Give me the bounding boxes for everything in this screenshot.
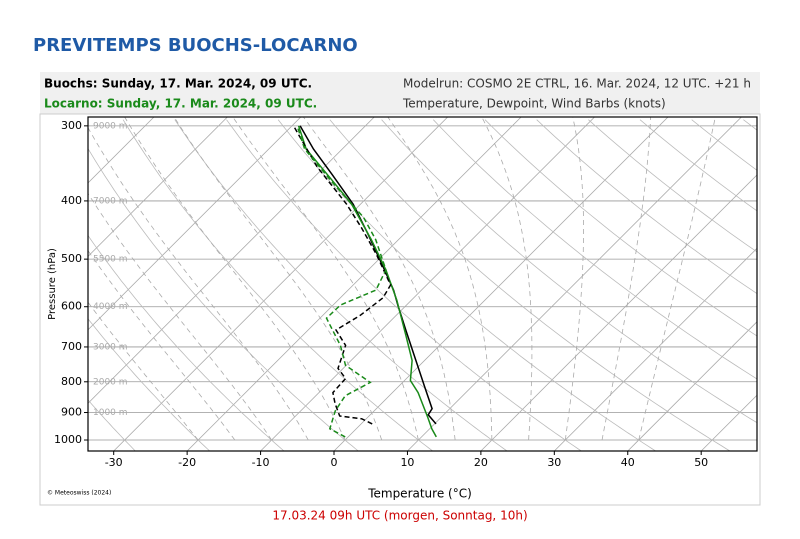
dry-adiabat [588, 119, 757, 253]
profiles [292, 125, 437, 438]
y-tick-label: 600 [61, 300, 82, 313]
dry-adiabat [88, 147, 359, 451]
background-lines [0, 117, 800, 451]
x-tick-label: -20 [178, 456, 196, 469]
dry-adiabat [484, 119, 757, 337]
isotherm [88, 117, 228, 257]
x-tick-label: 50 [694, 456, 708, 469]
y-tick-label: 700 [61, 340, 82, 353]
altitude-label: 5500 m [93, 255, 128, 265]
footer: 17.03.24 09h UTC (morgen, Sonntag, 10h) [272, 509, 527, 523]
dry-adiabat [433, 119, 757, 380]
y-axis-label: Pressure (hPa) [47, 248, 58, 320]
dry-adiabat [795, 120, 800, 451]
dry-adiabat [122, 119, 433, 451]
profile-line [292, 125, 392, 425]
page-title: PREVITEMPS BUOCHS-LOCARNO [33, 35, 358, 56]
profile-line [296, 125, 387, 438]
y-tick-label: 800 [61, 375, 82, 388]
x-tick-label: 20 [474, 456, 488, 469]
moist-adiabat [232, 117, 419, 441]
isotherm [88, 117, 302, 331]
dry-adiabat [88, 318, 210, 451]
grid-line [407, 117, 742, 451]
moist-adiabat [88, 192, 272, 441]
dry-adiabat [536, 119, 757, 295]
y-tick-label: 900 [61, 406, 82, 419]
isotherm [88, 117, 155, 184]
isotherm [88, 117, 375, 404]
moist-adiabat [638, 117, 716, 441]
altitude-label: 3000 m [93, 342, 128, 352]
grid-line [480, 174, 757, 451]
moist-adiabat [303, 117, 456, 441]
x-tick-label: -10 [252, 456, 270, 469]
moist-adiabat [387, 117, 493, 441]
moist-adiabat [124, 117, 346, 441]
altitude-label: 2000 m [93, 377, 128, 387]
profile-line [297, 125, 437, 438]
x-tick-label: 30 [547, 456, 561, 469]
grid-line [627, 321, 757, 451]
moist-adiabat [564, 117, 584, 441]
moist-adiabat [481, 117, 533, 441]
dry-adiabat [226, 119, 582, 451]
y-tick-label: 1000 [54, 433, 82, 446]
grid-line [333, 117, 669, 451]
moist-adiabat [88, 126, 309, 441]
x-tick-label: -30 [105, 456, 123, 469]
dry-adiabat [381, 119, 757, 424]
x-tick-label: 10 [400, 456, 414, 469]
altitude-label: 9000 m [93, 121, 128, 131]
y-tick-label: 500 [61, 252, 82, 265]
x-axis-label: Temperature (°C) [367, 487, 472, 501]
header-line: Temperature, Dewpoint, Wind Barbs (knots… [402, 97, 666, 111]
header-line: Locarno: Sunday, 17. Mar. 2024, 09 UTC. [44, 97, 317, 111]
grid-line [700, 394, 757, 451]
moist-adiabat [88, 301, 199, 441]
dry-adiabat [88, 234, 285, 451]
header-line: Buochs: Sunday, 17. Mar. 2024, 09 UTC. [44, 77, 312, 91]
dry-adiabat [174, 119, 508, 451]
x-tick-label: 0 [331, 456, 338, 469]
x-tick-label: 40 [621, 456, 635, 469]
copyright: © Meteoswiss (2024) [47, 490, 111, 497]
y-tick-label: 300 [61, 119, 82, 132]
moist-adiabat [173, 117, 383, 441]
moist-adiabat [601, 117, 651, 441]
altitude-label: 4000 m [93, 302, 128, 312]
header-box [40, 72, 760, 114]
moist-adiabat [88, 249, 236, 441]
chart-frame [39, 113, 761, 506]
altitude-label: 1000 m [93, 408, 128, 418]
grid-line [260, 117, 595, 451]
isotherm [0, 117, 7, 451]
grid-line [186, 117, 522, 451]
dry-adiabat [743, 119, 757, 131]
header-line: Modelrun: COSMO 2E CTRL, 16. Mar. 2024, … [403, 77, 751, 91]
dry-adiabat [329, 119, 731, 451]
y-tick-label: 400 [61, 194, 82, 207]
dry-adiabat [691, 119, 757, 171]
grid-line [113, 117, 448, 451]
dry-adiabat [88, 399, 136, 451]
plot-frame [87, 116, 758, 452]
altitude-label: 7000 m [93, 196, 128, 206]
grid-line [554, 247, 757, 451]
